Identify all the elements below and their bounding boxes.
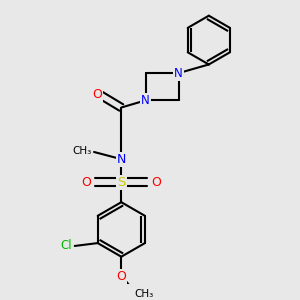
Text: O: O [152, 176, 161, 189]
Text: O: O [92, 88, 102, 101]
Text: O: O [81, 176, 91, 189]
Text: N: N [117, 153, 126, 166]
Text: CH₃: CH₃ [72, 146, 91, 155]
Text: CH₃: CH₃ [134, 289, 154, 299]
Text: S: S [117, 176, 125, 189]
Text: Cl: Cl [60, 239, 72, 253]
Text: N: N [141, 94, 150, 107]
Text: N: N [174, 67, 183, 80]
Text: O: O [116, 270, 126, 283]
